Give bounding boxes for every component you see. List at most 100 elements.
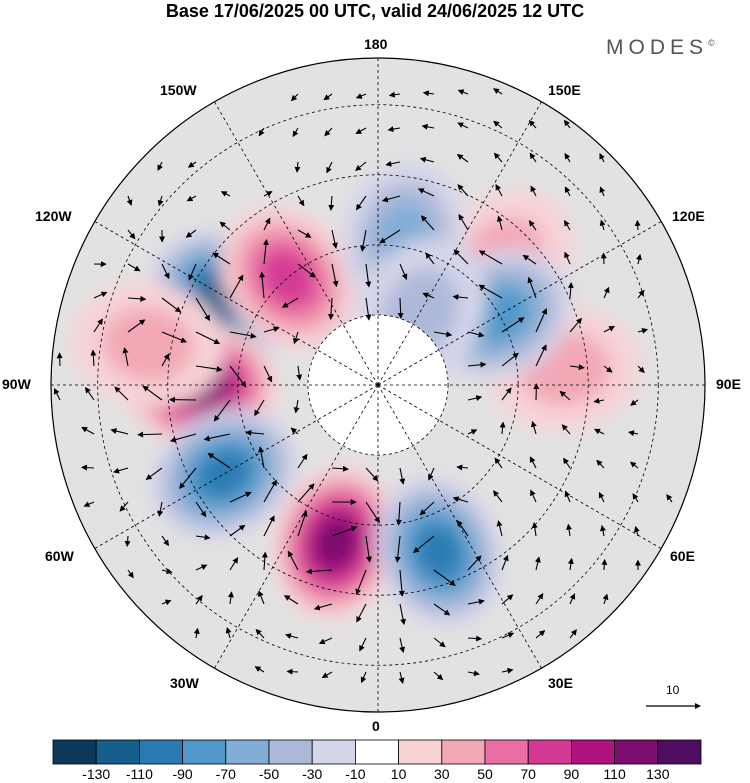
wind-arrow <box>365 263 372 288</box>
lon-label-150e: 150E <box>548 82 581 98</box>
colorbar-tick-label: -90 <box>172 766 193 782</box>
wind-arrow <box>294 161 301 173</box>
wind-arrow <box>561 424 571 435</box>
wind-arrow <box>263 479 277 503</box>
wind-arrow <box>397 297 404 319</box>
wind-arrow <box>457 184 469 197</box>
wind-arrow <box>593 397 605 404</box>
wind-arrow <box>530 185 537 197</box>
wind-arrow <box>422 292 435 299</box>
wind-arrow <box>90 349 97 367</box>
wind-arrow <box>569 629 577 639</box>
wind-arrow <box>457 89 469 95</box>
wind-arrow <box>564 152 571 163</box>
wind-arrow <box>535 593 544 605</box>
wind-arrow <box>398 671 405 684</box>
wind-arrow <box>381 195 401 203</box>
wind-arrow <box>419 156 435 163</box>
wind-arrow <box>203 433 231 442</box>
wind-arrow <box>187 161 197 168</box>
lon-label-90e: 90E <box>716 376 741 392</box>
wind-arrow <box>458 213 469 231</box>
wind-arrow <box>633 525 640 537</box>
anomaly-negative-2 <box>150 407 299 540</box>
colorbar-swatch <box>225 739 270 765</box>
wind-arrow <box>195 594 203 605</box>
wind-arrow <box>385 160 401 167</box>
anomaly-negative-5 <box>374 475 503 628</box>
meridian-line <box>214 101 379 386</box>
reference-vector-label: 10 <box>666 683 680 697</box>
wind-arrow <box>263 326 280 333</box>
wind-arrow <box>630 399 639 406</box>
wind-arrow <box>262 238 269 265</box>
wind-arrow <box>535 630 546 639</box>
wind-arrow <box>258 446 265 469</box>
colorbar-swatch <box>657 739 702 765</box>
wind-arrow <box>292 127 299 138</box>
map-border <box>50 57 706 713</box>
wind-arrow <box>395 501 402 526</box>
wind-arrow <box>284 633 299 639</box>
wind-arrow <box>452 496 469 503</box>
wind-arrow <box>501 317 525 333</box>
wind-arrow <box>628 430 639 437</box>
wind-arrow <box>360 229 367 252</box>
wind-arrow <box>567 557 574 571</box>
colorbar-tick-label: -130 <box>82 766 111 782</box>
wind-arrow <box>499 421 506 435</box>
colorbar-swatch <box>441 739 486 765</box>
wind-arrow <box>467 361 487 368</box>
colorbar-tick-label: 90 <box>563 766 580 782</box>
wind-arrow <box>220 191 231 197</box>
wind-arrow <box>257 590 265 605</box>
wind-arrow <box>529 456 537 469</box>
wind-arrow <box>297 483 315 503</box>
wind-arrow <box>193 627 200 639</box>
wind-arrow <box>493 120 503 129</box>
meridian-line <box>94 221 379 386</box>
wind-arrow <box>287 550 299 571</box>
wind-arrow <box>359 637 367 652</box>
wind-arrow <box>419 501 435 516</box>
wind-arrow <box>296 365 303 381</box>
wind-arrow <box>365 501 380 524</box>
colorbar-tick-label: -110 <box>125 766 153 782</box>
lon-label-60w: 60W <box>45 548 74 564</box>
wind-arrow <box>261 551 268 571</box>
wind-arrow <box>331 525 358 537</box>
wind-arrow <box>161 535 170 547</box>
wind-arrow <box>493 152 503 163</box>
wind-arrow <box>323 93 333 101</box>
colorbar-swatch <box>484 739 529 765</box>
wind-arrow <box>492 88 503 95</box>
wind-arrow <box>433 637 446 648</box>
colorbar-swatch <box>138 739 183 765</box>
wind-arrow <box>452 294 469 301</box>
wind-arrow <box>145 467 163 480</box>
colorbar-tick-label: 130 <box>646 766 670 782</box>
wind-arrow <box>195 331 221 345</box>
wind-arrow <box>122 347 129 367</box>
wind-arrow <box>157 195 164 207</box>
colorbar-swatch <box>311 739 356 765</box>
wind-arrow <box>331 263 339 288</box>
wind-arrow <box>127 229 136 240</box>
wind-arrow <box>603 325 616 333</box>
lon-label-30w: 30W <box>170 675 199 691</box>
wind-arrow <box>263 217 271 231</box>
lon-label-0: 0 <box>372 718 380 734</box>
wind-arrow <box>399 603 407 626</box>
wind-arrow <box>569 317 583 333</box>
wind-arrow <box>531 522 538 537</box>
wind-arrow <box>596 459 605 469</box>
wind-arrow <box>297 453 308 469</box>
wind-arrow <box>281 297 299 308</box>
wind-arrow <box>229 365 247 388</box>
wind-arrow <box>501 554 509 571</box>
wind-arrow <box>365 467 379 482</box>
wind-arrow <box>413 535 435 553</box>
wind-arrow <box>324 127 333 137</box>
wind-arrow <box>433 331 453 338</box>
